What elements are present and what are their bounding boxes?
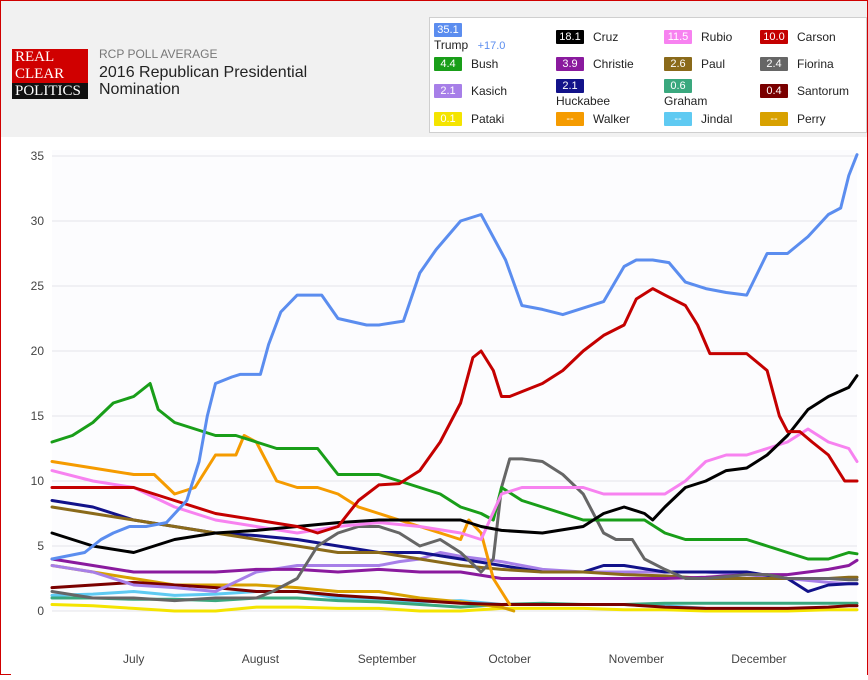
legend-name-carson: Carson: [797, 30, 836, 44]
series-line-cruz[interactable]: [50, 374, 859, 554]
legend-item-jindal[interactable]: -- Jindal: [664, 112, 732, 126]
legend: 35.1 Trump +17.0 18.1 Cruz 11.5 Rubio 10…: [429, 17, 867, 133]
poll-average-label: RCP POLL AVERAGE: [99, 47, 218, 61]
logo-top: REAL CLEAR: [12, 49, 88, 83]
series-line-trump[interactable]: [50, 153, 859, 561]
legend-badge-santorum: 0.4: [760, 84, 788, 98]
x-tick-label: August: [242, 652, 280, 666]
y-tick-label: 15: [31, 409, 45, 423]
legend-name-paul: Paul: [701, 57, 726, 71]
y-tick-label: 20: [31, 344, 45, 358]
legend-item-perry[interactable]: -- Perry: [760, 112, 826, 126]
legend-badge-jindal: --: [664, 112, 692, 126]
legend-badge-walker: --: [556, 112, 584, 126]
legend-item-christie[interactable]: 3.9 Christie: [556, 57, 634, 71]
logo-line-1: REAL: [15, 49, 55, 65]
legend-badge-rubio: 11.5: [664, 30, 692, 44]
y-tick-label: 25: [31, 279, 45, 293]
legend-item-paul[interactable]: 2.6 Paul: [664, 57, 725, 71]
legend-name-jindal: Jindal: [701, 112, 733, 126]
legend-name-christie: Christie: [593, 57, 634, 71]
legend-badge-fiorina: 2.4: [760, 57, 788, 71]
legend-name-rubio: Rubio: [701, 30, 733, 44]
legend-item-carson[interactable]: 10.0 Carson: [760, 30, 836, 44]
plot-background: [52, 150, 857, 611]
y-tick-label: 10: [31, 474, 45, 488]
x-tick-label: November: [609, 652, 664, 666]
logo-line-3: POLITICS: [12, 83, 88, 99]
logo-line-2: CLEAR: [15, 66, 65, 82]
legend-change-trump: +17.0: [477, 40, 506, 52]
legend-item-trump[interactable]: 35.1 Trump +17.0: [434, 22, 505, 53]
legend-name-santorum: Santorum: [797, 84, 850, 98]
y-tick-label: 5: [37, 539, 44, 553]
legend-item-kasich[interactable]: 2.1 Kasich: [434, 84, 507, 98]
series-line-bush[interactable]: [50, 382, 859, 561]
x-tick-label: December: [731, 652, 786, 666]
legend-name-trump: Trump: [434, 38, 469, 52]
legend-item-rubio[interactable]: 11.5 Rubio: [664, 30, 732, 44]
legend-item-bush[interactable]: 4.4 Bush: [434, 57, 498, 71]
legend-badge-perry: --: [760, 112, 788, 126]
series-line-paul[interactable]: [50, 505, 859, 580]
y-tick-label: 0: [37, 604, 44, 618]
legend-badge-kasich: 2.1: [434, 84, 462, 98]
series-line-carson[interactable]: [50, 287, 859, 535]
legend-name-pataki: Pataki: [471, 112, 505, 126]
rcp-logo[interactable]: REAL CLEAR POLITICS: [12, 49, 88, 99]
x-tick-label: October: [488, 652, 531, 666]
legend-badge-christie: 3.9: [556, 57, 584, 71]
legend-item-graham[interactable]: 0.6 Graham: [664, 78, 707, 108]
legend-badge-cruz: 18.1: [556, 30, 584, 44]
legend-item-fiorina[interactable]: 2.4 Fiorina: [760, 57, 834, 71]
legend-badge-bush: 4.4: [434, 57, 462, 71]
series-line-rubio[interactable]: [50, 427, 859, 541]
legend-badge-paul: 2.6: [664, 57, 692, 71]
line-chart[interactable]: 0 5 10 15 20 25 30 35 July August September October…: [11, 140, 867, 675]
page-title: 2016 Republican Presidential Nomination: [99, 64, 308, 98]
legend-badge-huckabee: 2.1: [556, 79, 584, 93]
series-line-santorum[interactable]: [50, 580, 859, 610]
legend-item-santorum[interactable]: 0.4 Santorum: [760, 84, 849, 98]
legend-name-perry: Perry: [797, 112, 826, 126]
legend-badge-carson: 10.0: [760, 30, 788, 44]
series-line-fiorina[interactable]: [50, 457, 859, 603]
legend-name-huckabee: Huckabee: [556, 94, 611, 108]
legend-badge-trump: 35.1: [434, 23, 462, 37]
legend-name-walker: Walker: [593, 112, 630, 126]
legend-name-fiorina: Fiorina: [797, 57, 834, 71]
legend-name-kasich: Kasich: [471, 84, 508, 98]
series-line-walker[interactable]: [50, 434, 512, 606]
x-tick-label: July: [123, 652, 144, 666]
y-tick-label: 35: [31, 149, 45, 163]
legend-badge-pataki: 0.1: [434, 112, 462, 126]
legend-name-bush: Bush: [471, 57, 499, 71]
legend-badge-graham: 0.6: [664, 79, 692, 93]
legend-item-walker[interactable]: -- Walker: [556, 112, 630, 126]
legend-name-cruz: Cruz: [593, 30, 619, 44]
x-tick-label: September: [358, 652, 417, 666]
legend-item-pataki[interactable]: 0.1 Pataki: [434, 112, 504, 126]
legend-name-graham: Graham: [664, 94, 708, 108]
chart-area: 0 5 10 15 20 25 30 35 July August September October…: [11, 140, 867, 675]
chart-header: REAL CLEAR POLITICS RCP POLL AVERAGE 201…: [1, 1, 867, 137]
y-tick-label: 30: [31, 214, 45, 228]
legend-item-huckabee[interactable]: 2.1 Huckabee: [556, 78, 610, 108]
legend-item-cruz[interactable]: 18.1 Cruz: [556, 30, 618, 44]
series-line-pataki[interactable]: [50, 603, 859, 613]
